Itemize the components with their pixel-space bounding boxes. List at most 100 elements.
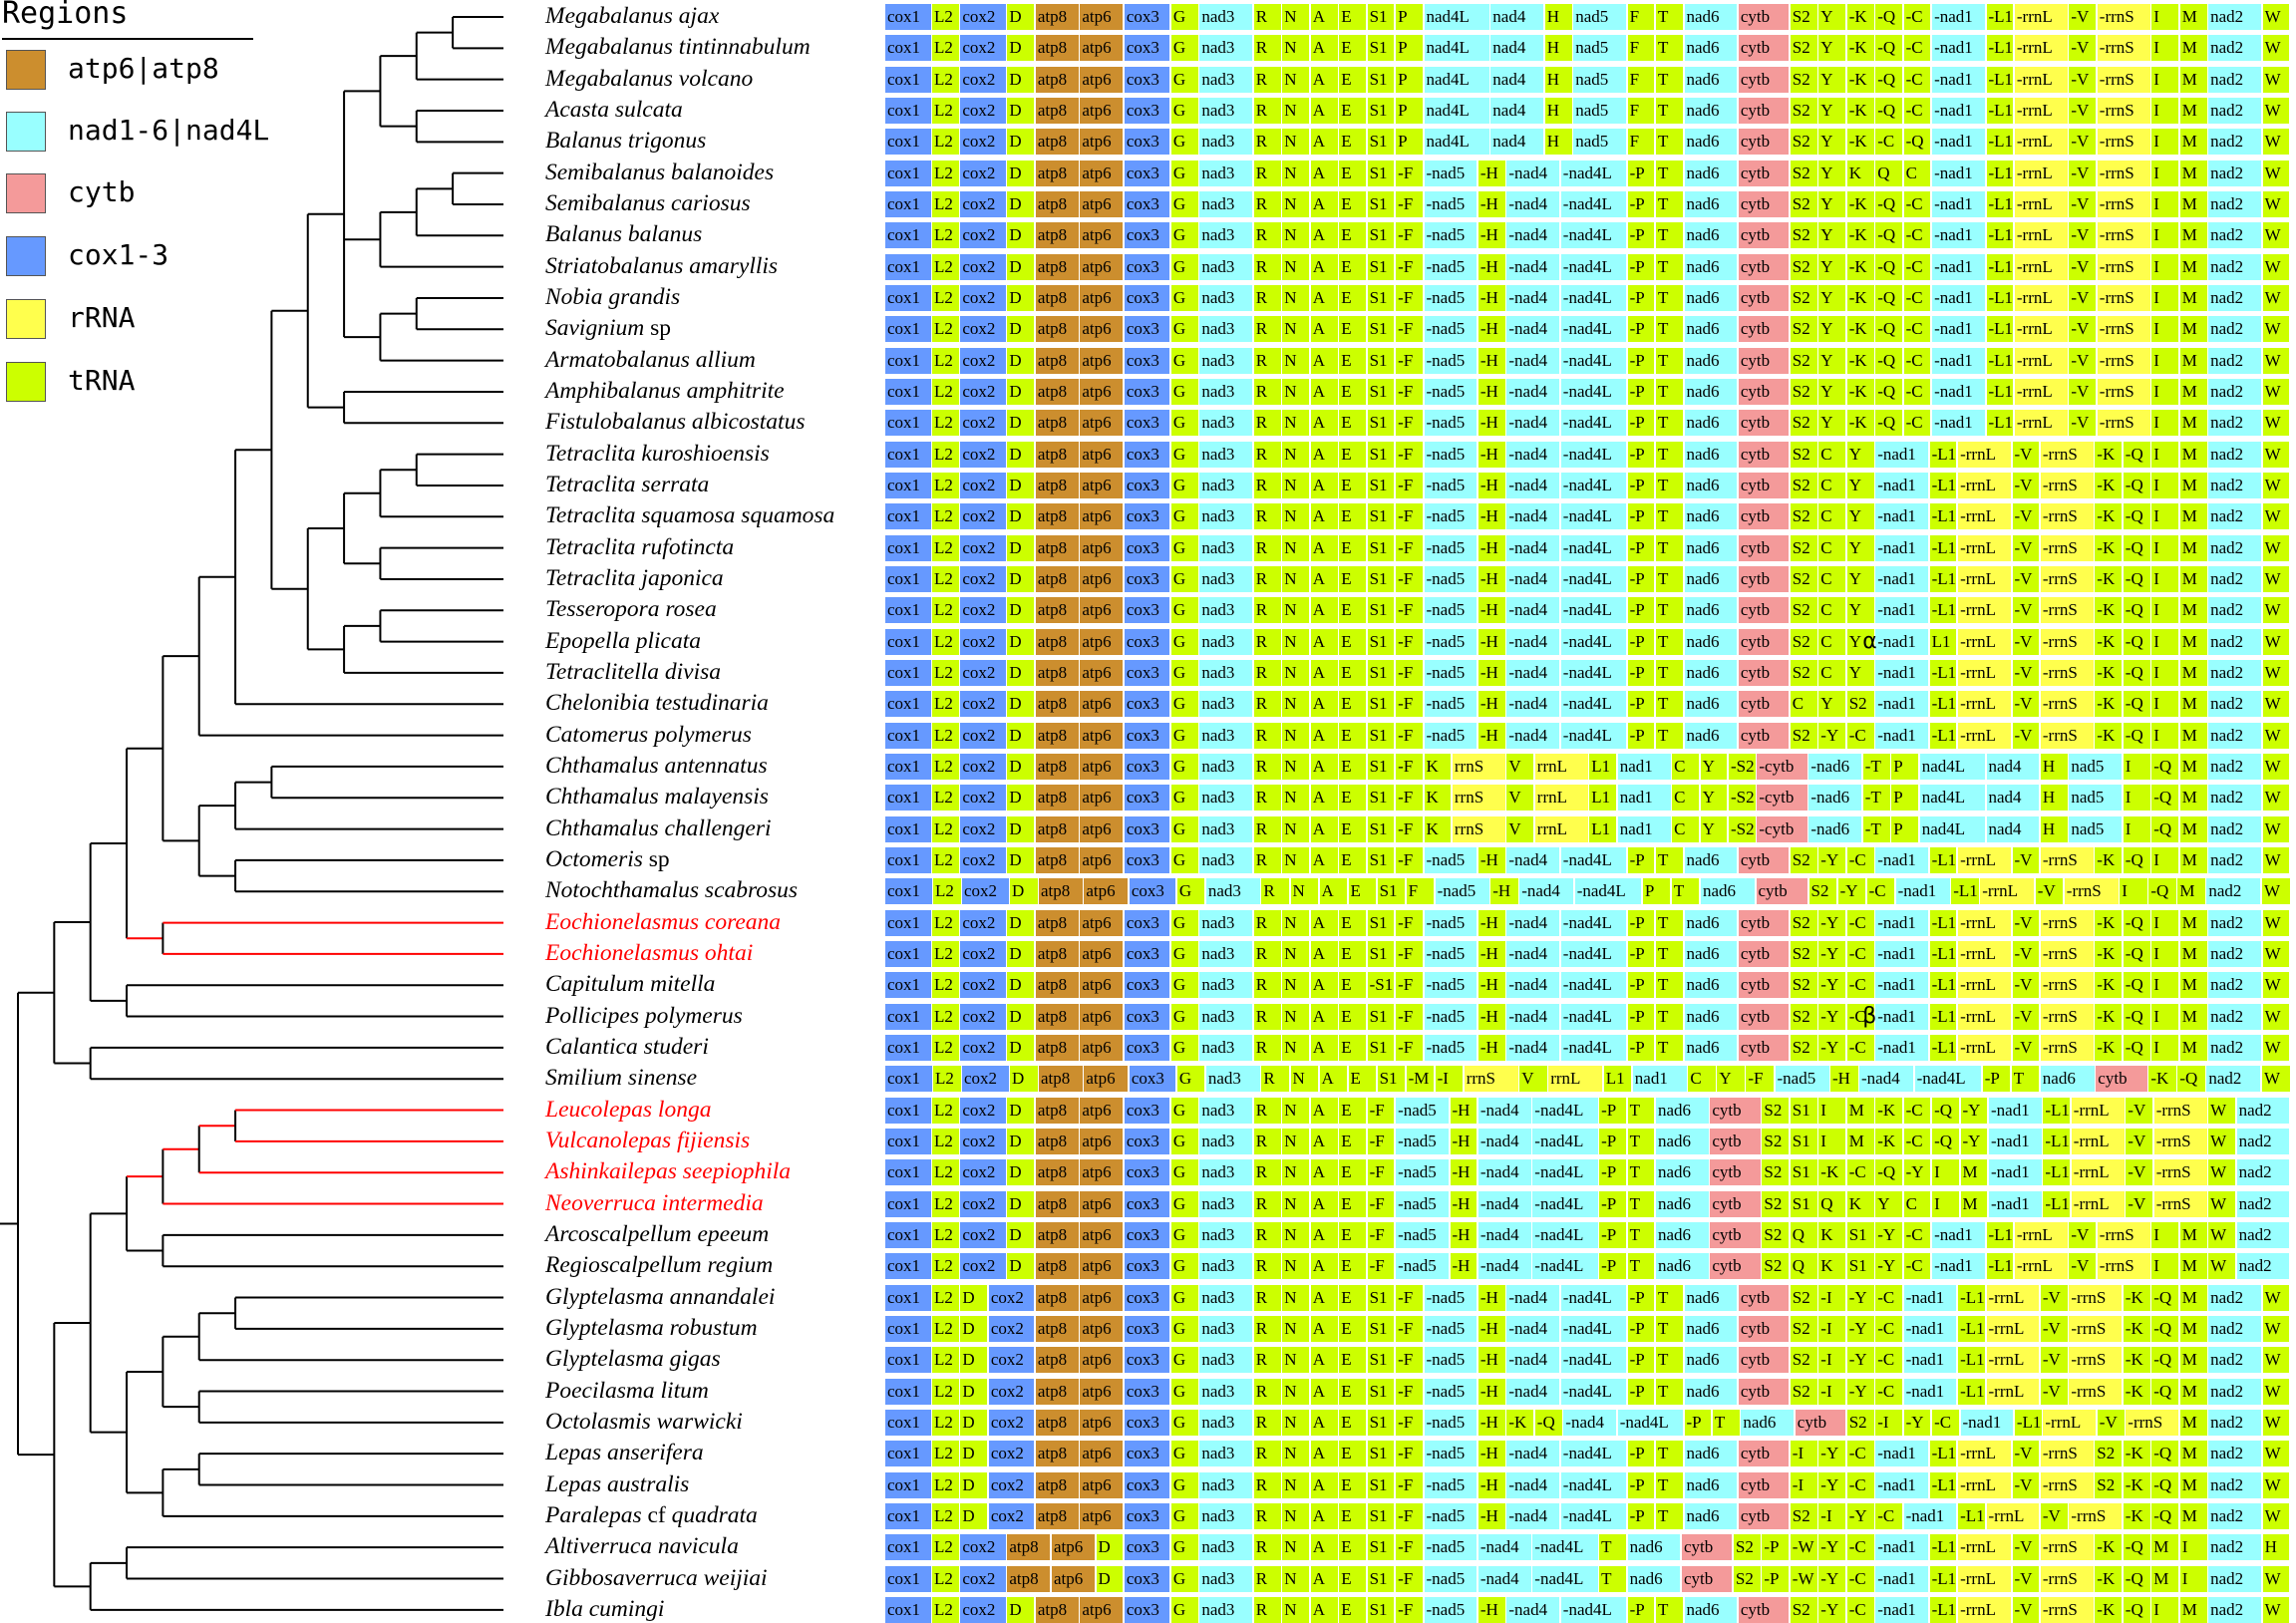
gene-block-trna: A	[1310, 1284, 1338, 1311]
gene-block-trna: G	[1170, 66, 1198, 93]
taxon-label: Vulcanolepas fijiensis	[545, 1127, 750, 1154]
taxon-label: Lepas australis	[545, 1470, 689, 1498]
gene-block-trna: L2	[932, 1596, 959, 1623]
gene-block-trna: E	[1339, 222, 1367, 249]
gene-block-cox: cox3	[1124, 1502, 1170, 1529]
gene-block-nad: -nad1	[1875, 1441, 1929, 1467]
gene-block-cox: cox2	[988, 1284, 1035, 1311]
gene-block-nad: -nad5	[1424, 1596, 1477, 1623]
gene-block-nad: nad2	[2208, 379, 2261, 405]
gene-block-nad: -nad4L	[1560, 534, 1627, 561]
gene-block-trna: -V	[2126, 1159, 2153, 1186]
gene-block-cox: cox2	[960, 1565, 1006, 1592]
gene-block-trna: D	[960, 1409, 988, 1436]
gene-block-trna: -C	[1875, 1378, 1903, 1405]
gene-block-trna: -Y	[1846, 1315, 1874, 1342]
taxon-label: Regioscalpellum regium	[545, 1251, 773, 1279]
taxon-name: Capitulum mitella	[545, 971, 716, 998]
gene-block-trna: E	[1339, 1596, 1367, 1623]
gene-block-trna: -C	[1846, 1471, 1874, 1498]
gene-block-cox: cox2	[960, 347, 1006, 374]
gene-block-nad: -nad4L	[1532, 1253, 1598, 1280]
gene-block-rrna: -rrnS	[2097, 160, 2150, 186]
gene-block-trna: -F	[1396, 1284, 1423, 1311]
gene-block-cox: cox1	[885, 347, 931, 374]
gene-block-nad: nad2	[2208, 909, 2261, 936]
gene-block-trna: D	[1007, 98, 1035, 124]
gene-block-nad: -nad4	[1506, 285, 1560, 311]
gene-block-trna: W	[2262, 846, 2290, 873]
taxon-label: Glyptelasma robustum	[545, 1314, 758, 1342]
gene-block-nad: nad3	[1199, 1596, 1253, 1623]
gene-block-trna: I	[2151, 1221, 2179, 1248]
gene-block-nad: nad2	[2208, 1034, 2261, 1061]
gene-block-trna: N	[1282, 691, 1310, 718]
gene-block-cox: cox1	[885, 1441, 931, 1467]
gene-block-trna: S1	[1367, 347, 1395, 374]
gene-block-cox: cox2	[960, 1221, 1006, 1248]
gene-block-atp: atp8	[1035, 1097, 1079, 1124]
gene-block-cox: cox3	[1129, 1066, 1176, 1093]
gene-block-trna: M	[2177, 878, 2205, 905]
gene-block-trna: G	[1170, 410, 1198, 437]
gene-block-trna: R	[1253, 597, 1281, 624]
gene-block-nad: -nad1	[1875, 972, 1929, 999]
gene-block-trna: N	[1282, 1097, 1310, 1124]
gene-block-trna: A	[1310, 846, 1338, 873]
gene-block-trna: -F	[1396, 815, 1423, 842]
gene-block-nad: -nad5	[1424, 722, 1477, 749]
gene-block-trna: E	[1339, 565, 1367, 592]
gene-block-trna: T	[1656, 4, 1683, 30]
gene-block-trna: G	[1170, 316, 1198, 343]
gene-block-trna: S2	[1790, 565, 1817, 592]
gene-block-trna: A	[1310, 628, 1338, 655]
gene-block-trna: -Y	[1837, 878, 1866, 905]
gene-block-trna: -C	[1903, 1253, 1931, 1280]
gene-block-nad: -nad5	[1424, 534, 1477, 561]
gene-block-nad: -nad1	[1960, 1409, 2014, 1436]
gene-block-trna: S2	[1790, 35, 1817, 62]
gene-block-cox: cox2	[960, 253, 1006, 280]
gene-block-trna: N	[1282, 285, 1310, 311]
gene-block-nad: -nad5	[1424, 1347, 1477, 1374]
taxon-label: Octomeris sp	[545, 845, 670, 873]
gene-block-nad: -nad4L	[1532, 1565, 1598, 1592]
gene-block-trna: -V	[2069, 160, 2097, 186]
gene-block-trna: T	[1656, 909, 1683, 936]
gene-block-trna: P	[1396, 66, 1423, 93]
gene-block-rrna: rrnS	[1452, 753, 1505, 780]
gene-block-nad: -nad4L	[1560, 1596, 1627, 1623]
gene-block-trna: T	[1656, 1315, 1683, 1342]
gene-block-nad: nad6	[1684, 565, 1738, 592]
gene-block-trna: W	[2262, 972, 2290, 999]
gene-block-cox: cox1	[885, 160, 931, 186]
gene-block-trna: -C	[1846, 1441, 1874, 1467]
gene-block-rrna: -rrnL	[1958, 1565, 2011, 1592]
gene-block-nad: nad3	[1199, 191, 1253, 217]
gene-block-trna: R	[1253, 785, 1281, 812]
gene-block-cox: cox1	[885, 410, 931, 437]
gene-block-trna: D	[1007, 129, 1035, 156]
gene-block-cytb: cytb	[1738, 316, 1790, 343]
gene-block-trna: I	[2151, 129, 2179, 156]
gene-block-nad: -nad1	[1875, 909, 1929, 936]
gene-block-nad: nad3	[1199, 1190, 1253, 1217]
gene-block-nad: nad4L	[1424, 66, 1489, 93]
gene-block-nad: nad5	[1573, 35, 1627, 62]
gene-block-trna: -L1	[1929, 909, 1957, 936]
gene-block-cytb: cytb	[1738, 1378, 1790, 1405]
taxon-name: Semibalanus cariosus	[545, 189, 751, 216]
gene-block-rrna: rrnL	[1534, 785, 1588, 812]
gene-block-nad: -nad5	[1424, 1034, 1477, 1061]
gene-block-trna: W	[2262, 410, 2290, 437]
gene-block-trna: -P	[1627, 565, 1655, 592]
gene-block-trna: P	[1396, 98, 1423, 124]
gene-block-trna: -Y	[1960, 1097, 1988, 1124]
gene-block-nad: -nad5	[1424, 160, 1477, 186]
gene-block-trna: -H	[1477, 347, 1505, 374]
gene-block-atp: atp8	[1035, 191, 1079, 217]
gene-block-trna: N	[1282, 1534, 1310, 1561]
gene-block-nad: -nad5	[1435, 878, 1489, 905]
gene-block-trna: -L1	[1986, 285, 2014, 311]
gene-block-nad: -nad4	[1859, 1066, 1913, 1093]
